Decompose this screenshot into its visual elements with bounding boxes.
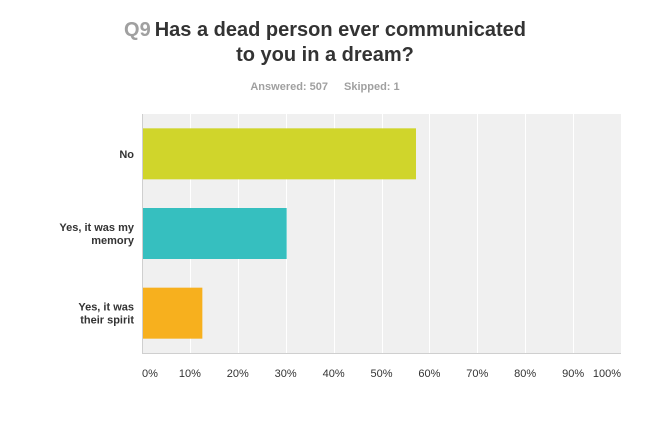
tick-label-90: 90% xyxy=(562,368,584,380)
tick-label-40: 40% xyxy=(323,368,345,380)
bar-0 xyxy=(142,128,416,180)
skipped-count: Skipped: 1 xyxy=(344,81,400,93)
question-title: Q9 Has a dead person ever communicated to… xyxy=(0,18,650,68)
tick-label-70: 70% xyxy=(466,368,488,380)
answered-count: Answered: 507 xyxy=(250,81,329,93)
tick-label-50: 50% xyxy=(370,368,392,380)
tick-label-20: 20% xyxy=(227,368,249,380)
bar-2 xyxy=(142,287,203,339)
bar-1 xyxy=(142,208,287,259)
category-label-2: Yes, it was their spirit xyxy=(78,302,134,327)
tick-label-30: 30% xyxy=(275,368,297,380)
tick-label-10: 10% xyxy=(179,368,201,380)
question-text-line-2: to you in a dream? xyxy=(236,44,414,66)
response-summary: Answered: 507 Skipped: 1 xyxy=(0,81,650,93)
tick-label-60: 60% xyxy=(418,368,440,380)
category-label-1: Yes, it was my memory xyxy=(59,222,134,247)
question-text-line-1: Has a dead person ever communicated xyxy=(154,19,526,41)
tick-label-0: 0% xyxy=(142,368,158,380)
tick-label-100: 100% xyxy=(593,368,621,380)
category-label-0: No xyxy=(119,149,134,161)
tick-label-80: 80% xyxy=(514,368,536,380)
question-number: Q9 xyxy=(124,19,151,41)
